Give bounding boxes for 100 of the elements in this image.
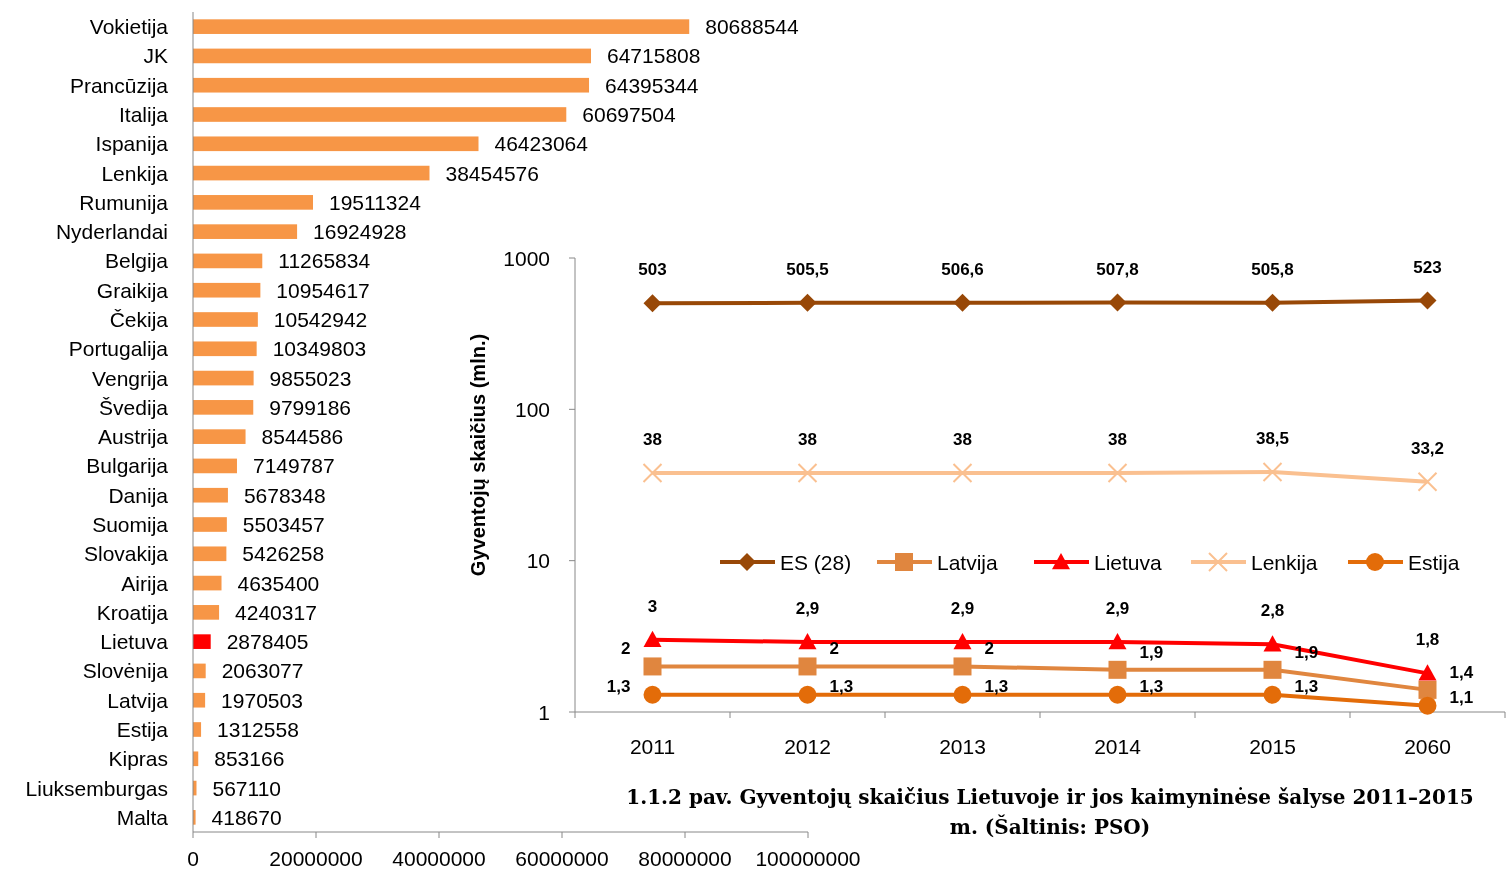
- data-label: 10954617: [276, 278, 370, 302]
- bar: [193, 400, 254, 415]
- data-label: 505,8: [1251, 259, 1294, 279]
- data-label: 80688544: [705, 15, 799, 39]
- data-label: 16924928: [313, 220, 407, 244]
- y-tick-label: Nyderlandai: [55, 220, 168, 244]
- point: [643, 685, 662, 704]
- y-tick-label: Malta: [116, 805, 169, 829]
- data-label: 9855023: [269, 366, 352, 390]
- point: [798, 633, 817, 650]
- point: [642, 462, 663, 483]
- y-tick-label: 1: [538, 700, 550, 724]
- y-tick-label: Lenkija: [101, 161, 169, 185]
- data-label: 2063077: [221, 659, 304, 683]
- data-label: 5503457: [242, 513, 325, 537]
- data-label: 19511324: [328, 190, 422, 214]
- data-label: 38: [1108, 429, 1127, 449]
- legend-label: Estija: [1408, 550, 1460, 574]
- data-label: 2,9: [795, 599, 820, 619]
- point: [1418, 664, 1437, 681]
- bar: [193, 429, 246, 444]
- data-label: 1970503: [221, 688, 303, 712]
- point: [797, 462, 818, 483]
- x-tick-label: 20000000: [269, 847, 363, 870]
- bar: [193, 19, 690, 34]
- x-tick-label: 0: [187, 847, 199, 870]
- point: [1418, 696, 1437, 715]
- data-label: 8544586: [261, 425, 344, 449]
- point: [643, 630, 662, 647]
- point: [1418, 291, 1437, 310]
- x-tick-label: 60000000: [515, 847, 609, 870]
- y-tick-label: Portugalija: [68, 337, 169, 361]
- data-label: 64395344: [605, 73, 699, 97]
- point: [953, 657, 972, 676]
- text: 1.1.2 pav. Gyventojų skaičius Lietuvoje ir jos kaimyninėse šalyse 2011–2015 m. (Šaltinis: PSO): [625, 784, 1475, 841]
- y-tick-label: Lietuva: [100, 630, 169, 654]
- point: [1263, 685, 1282, 704]
- data-label: 2,9: [950, 599, 975, 619]
- data-label: 4240317: [235, 600, 317, 624]
- point: [1108, 633, 1127, 650]
- y-tick-label: Graikija: [96, 278, 169, 302]
- bar: [193, 546, 227, 562]
- y-tick-label: Latvija: [107, 688, 169, 712]
- data-label: 1,3: [984, 676, 1009, 696]
- x-tick-label: 2014: [1094, 735, 1142, 758]
- data-label: 1,3: [1139, 676, 1164, 696]
- data-label: 3: [647, 596, 658, 616]
- point: [1418, 680, 1437, 699]
- y-tick-label: Slovakija: [83, 542, 169, 566]
- point: [1107, 462, 1128, 483]
- x-tick-label: 2015: [1249, 735, 1296, 758]
- data-label: 2878405: [226, 630, 309, 654]
- y-tick-label: Vengrija: [92, 366, 169, 390]
- bar: [193, 77, 590, 93]
- bar: [193, 165, 430, 181]
- data-label: 1,8: [1415, 630, 1440, 650]
- data-label: 1,3: [606, 676, 631, 696]
- data-label: 60697504: [582, 103, 677, 127]
- data-label: 2,9: [1105, 599, 1130, 619]
- x-tick-label: 80000000: [638, 847, 732, 870]
- y-tick-label: Slovėnija: [82, 659, 169, 683]
- point: [1108, 660, 1127, 679]
- data-label: 853166: [214, 747, 285, 771]
- y-tick-label: Ispanija: [95, 132, 169, 156]
- legend-label: Lenkija: [1251, 550, 1318, 574]
- legend-label: Latvija: [937, 550, 999, 574]
- data-label: 503: [638, 260, 667, 280]
- data-label: 2,8: [1260, 601, 1285, 621]
- bar: [193, 341, 257, 357]
- bar: [193, 107, 567, 122]
- x-tick-label: 2013: [939, 735, 986, 758]
- legend-label: ES (28): [780, 550, 852, 574]
- y-tick-label: Prancūzija: [69, 73, 169, 97]
- y-tick-label: Kipras: [108, 747, 168, 771]
- x-tick-label: 2012: [784, 735, 831, 758]
- bar: [193, 312, 258, 327]
- y-tick-label: 10: [526, 549, 550, 573]
- y-tick-label: Suomija: [92, 513, 169, 537]
- y-tick-label: 1000: [503, 246, 550, 270]
- point: [798, 657, 817, 676]
- data-label: 1,4: [1449, 662, 1474, 682]
- data-label: 418670: [211, 805, 282, 829]
- bar: [193, 487, 228, 503]
- y-tick-label: Austrija: [97, 425, 169, 449]
- bar: [193, 634, 211, 649]
- y-tick-label: Čekija: [109, 308, 169, 332]
- data-label: 505,5: [786, 259, 829, 279]
- data-label: 46423064: [494, 132, 589, 156]
- data-label: 507,8: [1096, 259, 1139, 279]
- bar: [193, 692, 206, 708]
- data-label: 33,2: [1410, 438, 1445, 458]
- data-label: 9799186: [269, 395, 352, 419]
- y-tick-label: Estija: [116, 718, 169, 742]
- point: [953, 685, 972, 704]
- point: [1263, 635, 1282, 652]
- y-tick-label: Rumunija: [79, 190, 169, 214]
- legend-label: Lietuva: [1094, 550, 1163, 574]
- point: [1263, 660, 1282, 679]
- point: [952, 462, 973, 483]
- data-label: 38454576: [445, 161, 539, 185]
